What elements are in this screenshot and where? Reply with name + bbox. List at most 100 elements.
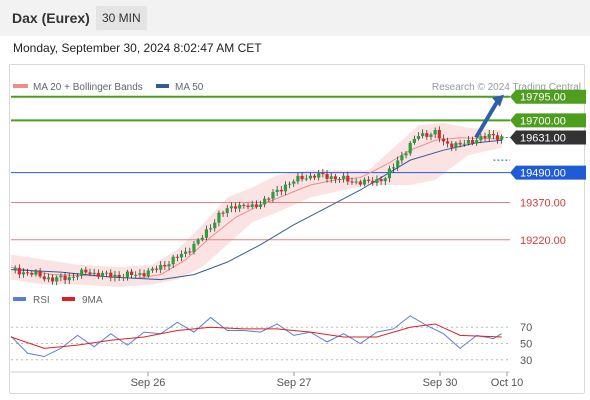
candle-body [479,136,483,141]
instrument-title: Dax (Eurex) [12,10,90,26]
candle-body [421,133,425,137]
time-axis: Sep 26 Sep 27 Sep 30 Oct 10 [11,371,523,389]
legend-9ma-label: 9MA [82,295,103,306]
candle-body [375,179,379,183]
candle-body [362,179,367,185]
candle-body [192,243,196,253]
candle-body [229,206,233,209]
candle-body [317,172,321,178]
candle-body [325,174,329,179]
candle-body [429,134,433,137]
candle-body [175,256,179,258]
candle-body [163,264,167,267]
candle-body [408,142,412,154]
candle-body [129,271,134,275]
candle-body [92,272,96,275]
candle-body [416,136,421,139]
candle-body [296,175,300,182]
candle-body [17,268,21,275]
candle-body [400,155,404,161]
chart-header: Dax (Eurex) 30 MIN [0,0,590,36]
candle-body [13,268,17,270]
chart-frame [9,64,585,394]
candle-body [184,251,188,254]
candle-body [292,181,296,184]
candle-body [450,143,454,148]
candle-body [466,139,471,144]
timeframe-button[interactable]: 30 MIN [96,6,147,30]
candle-body [204,229,209,238]
candle-body [337,178,342,180]
main-legend: MA 20 + Bollinger Bands MA 50 [13,82,204,93]
candle-body [441,138,446,142]
candle-body [196,239,200,244]
candle-body [346,175,350,182]
candle-body [213,222,217,229]
candle-body [279,189,283,192]
candle-body [275,189,279,193]
candle-body [487,133,491,138]
candle-body [321,172,325,175]
candle-body [446,141,450,144]
legend-rsi-swatch [13,297,26,301]
candle-body [238,204,242,209]
legend-ma20-label: MA 20 + Bollinger Bands [33,82,143,93]
current-level-tag [510,130,586,145]
candle-body [333,176,337,180]
candle-body [267,198,271,200]
time-axis-label: Sep 30 [423,377,458,389]
pivot-level-tag [510,165,586,180]
candle-body [233,206,238,209]
candle-body [350,181,354,183]
candle-body [271,192,275,199]
candle-body [412,138,416,143]
candle-body [379,179,383,182]
candle-body [67,276,71,281]
candle-body [300,175,304,180]
candle-body [404,153,408,156]
time-axis-label: Sep 27 [277,377,312,389]
candle-body [254,204,258,207]
candle-body [71,276,75,278]
candle-body [96,272,100,277]
candle-body [500,136,504,140]
candle-body [371,180,375,183]
credit-text: Research © 2024 Trading Central [432,82,581,93]
rsi-line [10,315,502,358]
time-axis-label: Sep 26 [131,377,166,389]
candle-body [134,274,138,276]
candle-body [304,178,308,180]
resistance-level-tag [510,113,586,128]
candle-body [50,277,55,282]
resistance-level-tag [510,89,586,104]
candle-body [470,139,475,144]
candle-body [387,168,392,179]
resistance-level-label: 19700.00 [520,115,566,127]
candle-body [462,143,466,145]
candle-body [288,183,292,185]
candle-body [117,274,121,278]
candle-body [263,198,267,205]
candle-body [354,181,358,183]
legend-rsi-label: RSI [33,295,50,306]
candle-body [84,269,88,273]
candle-body [312,175,317,178]
candle-body [329,176,333,179]
rsi-ma9-line [10,323,502,349]
candle-body [209,228,213,230]
candle-body [221,212,225,214]
candle-body [113,274,117,278]
candle-body [433,129,437,135]
resistance-level-label: 19795.00 [520,92,566,104]
candle-body [125,271,130,277]
candle-body [167,264,171,267]
candle-body [100,272,105,277]
candle-body [495,135,500,140]
forecast-arrow-shaft [474,97,501,139]
forecast-arrow-head [492,94,504,107]
candle-body [150,268,154,271]
candle-body [88,272,92,275]
candle-body [225,208,229,213]
candle-body [483,136,487,138]
